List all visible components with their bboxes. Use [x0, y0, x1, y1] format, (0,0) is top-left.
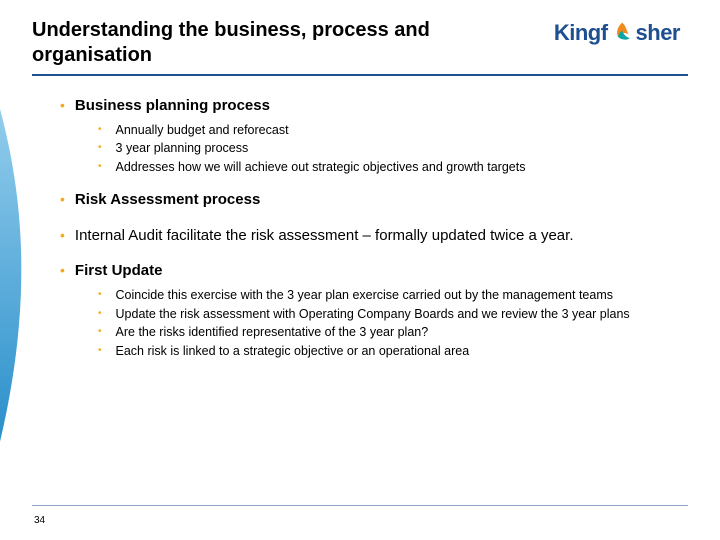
title-underline — [32, 74, 688, 76]
level1-item: • Internal Audit facilitate the risk asse… — [60, 226, 680, 246]
level2-item: • Each risk is linked to a strategic obje… — [98, 343, 680, 360]
level2-text: 3 year planning process — [116, 140, 249, 157]
level1-item: • Risk Assessment process — [60, 190, 680, 210]
level2-group: • Coincide this exercise with the 3 year … — [98, 287, 680, 361]
bullet-icon: • — [98, 306, 102, 322]
bullet-icon: • — [60, 96, 65, 114]
level2-item: • Update the risk assessment with Operati… — [98, 306, 680, 323]
bullet-icon: • — [98, 287, 102, 303]
level1-text: Business planning process — [75, 96, 270, 116]
level1-item: • Business planning process — [60, 96, 680, 116]
level2-text: Each risk is linked to a strategic objec… — [116, 343, 470, 360]
level2-item: • Coincide this exercise with the 3 year … — [98, 287, 680, 304]
kingfisher-logo: Kingf sher — [554, 20, 680, 46]
level1-text: Internal Audit facilitate the risk asses… — [75, 226, 574, 246]
level2-item: • 3 year planning process — [98, 140, 680, 157]
slide: Understanding the business, process and … — [0, 0, 720, 540]
level2-text: Annually budget and reforecast — [116, 122, 289, 139]
level2-item: • Annually budget and reforecast — [98, 122, 680, 139]
bullet-icon: • — [98, 122, 102, 138]
slide-title: Understanding the business, process and … — [32, 18, 452, 68]
bullet-icon: • — [60, 190, 65, 208]
level1-text: Risk Assessment process — [75, 190, 260, 210]
level2-text: Are the risks identified representative … — [116, 324, 429, 341]
level2-text: Update the risk assessment with Operatin… — [116, 306, 630, 323]
level2-group: • Annually budget and reforecast • 3 year p… — [98, 122, 680, 177]
spacer — [60, 216, 680, 226]
bullet-icon: • — [98, 343, 102, 359]
bird-icon — [609, 20, 635, 46]
content-area: • Business planning process • Annually budg… — [60, 96, 680, 374]
level1-text: First Update — [75, 261, 163, 281]
logo-text-left: Kingf — [554, 20, 608, 46]
level1-item: • First Update — [60, 261, 680, 281]
bullet-icon: • — [98, 140, 102, 156]
bullet-icon: • — [60, 226, 65, 244]
footer-line — [32, 505, 688, 506]
level2-item: • Addresses how we will achieve out strat… — [98, 159, 680, 176]
bullet-icon: • — [98, 324, 102, 340]
page-number: 34 — [34, 515, 45, 526]
bullet-icon: • — [98, 159, 102, 175]
bullet-icon: • — [60, 261, 65, 279]
level2-item: • Are the risks identified representative… — [98, 324, 680, 341]
level2-text: Coincide this exercise with the 3 year p… — [116, 287, 613, 304]
spacer — [60, 251, 680, 261]
level2-text: Addresses how we will achieve out strate… — [116, 159, 526, 176]
logo-text-right: sher — [636, 20, 680, 46]
